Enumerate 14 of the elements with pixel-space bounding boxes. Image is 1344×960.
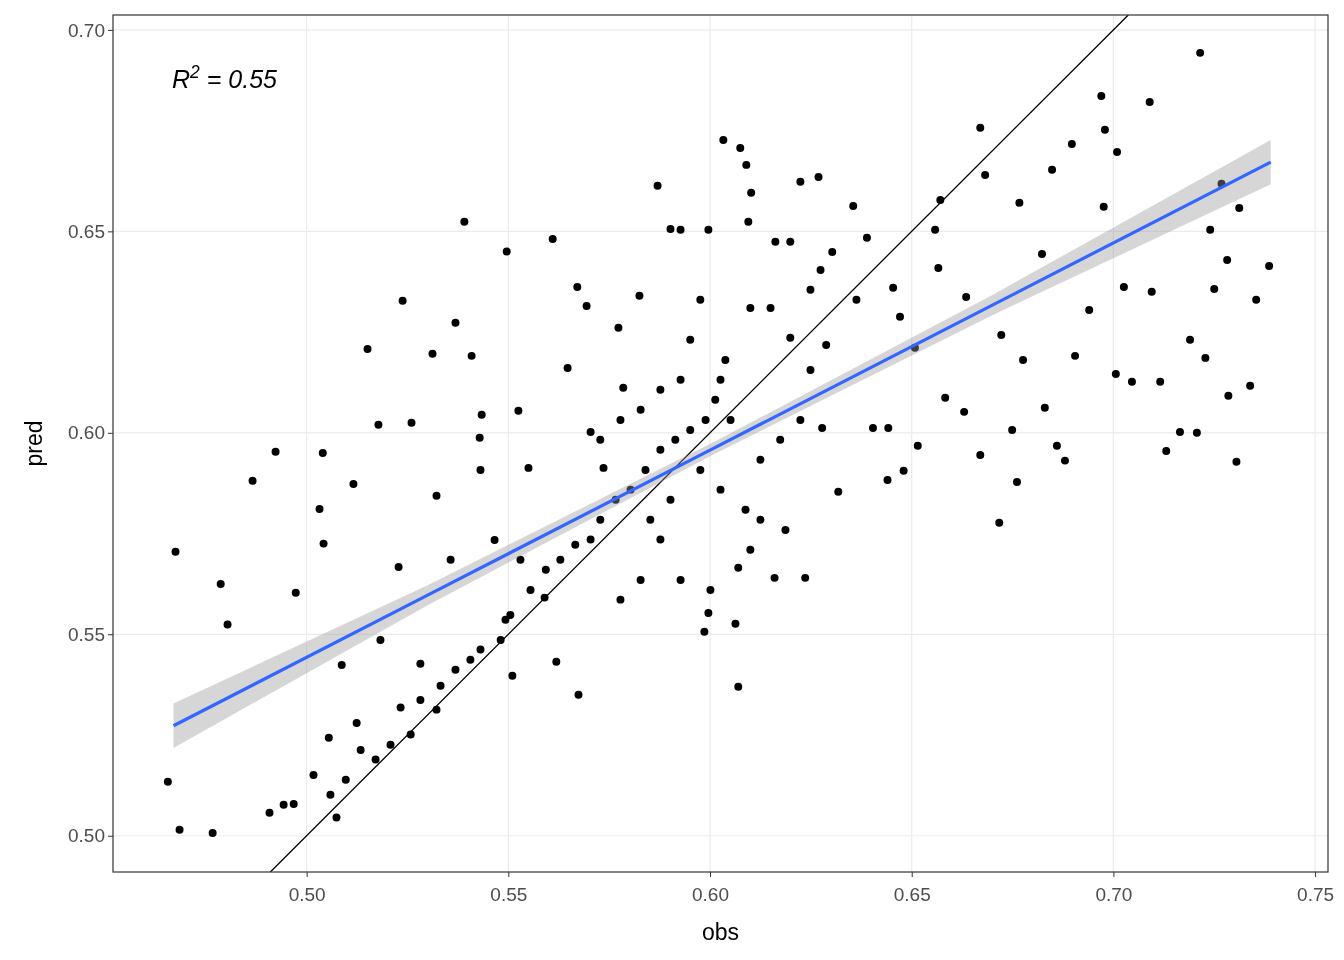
y-tick-label: 0.55 <box>68 623 105 645</box>
y-tick-label: 0.60 <box>68 422 105 444</box>
y-tick-label: 0.65 <box>68 220 105 242</box>
annotation: R$^{2}$ = 0.55 <box>172 62 278 93</box>
x-tick-label: 0.65 <box>893 883 931 905</box>
y-axis-title: pred <box>21 420 47 467</box>
x-tick-label: 0.60 <box>692 883 729 905</box>
x-tick-label: 0.70 <box>1095 883 1133 905</box>
x-axis-title: obs <box>701 919 740 945</box>
x-tick-label: 0.75 <box>1297 883 1335 905</box>
x-tick-label: 0.50 <box>288 883 326 905</box>
x-tick-label: 0.55 <box>490 883 528 905</box>
y-tick-label: 0.70 <box>68 19 105 41</box>
y-tick-label: 0.50 <box>68 825 105 847</box>
